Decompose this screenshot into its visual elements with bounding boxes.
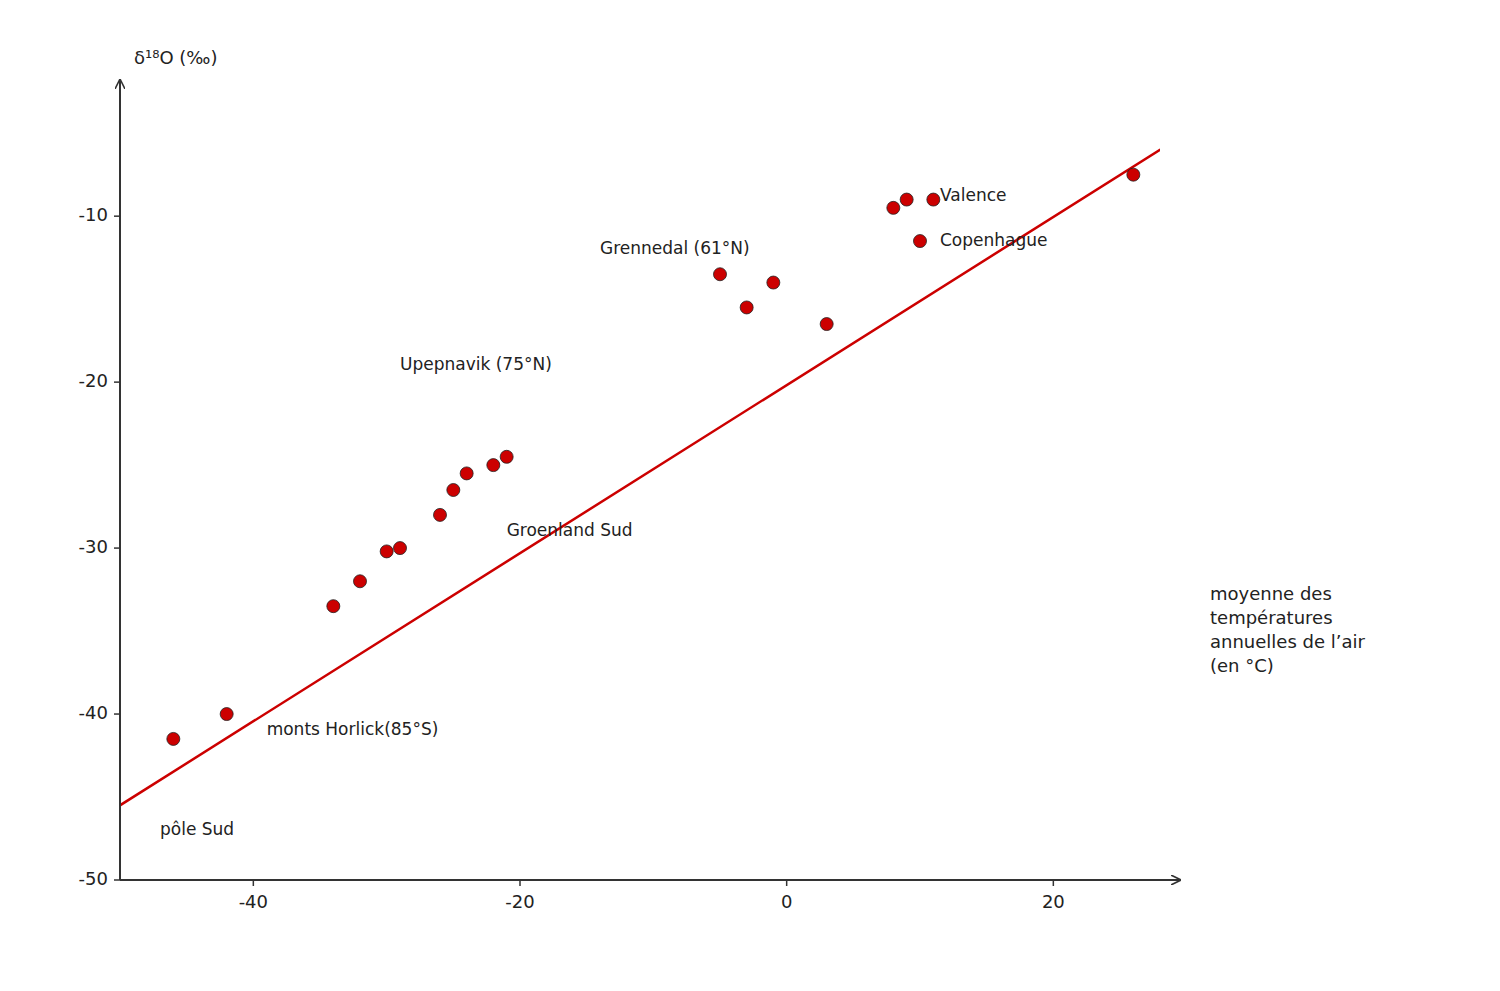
y-axis (119, 80, 121, 880)
data-point (900, 193, 913, 206)
data-point (927, 193, 940, 206)
tick-mark (114, 381, 120, 383)
tick-mark (114, 215, 120, 217)
data-point (380, 545, 393, 558)
x-axis (120, 879, 1180, 881)
data-point (820, 318, 833, 331)
tick-label: -50 (79, 868, 108, 889)
chart: -40 -20 0 20 -10 -20 -30 -40 -50 δ¹⁸O (‰) moyenne … (0, 0, 1500, 991)
tick-label: -40 (79, 702, 108, 723)
regression-line (120, 150, 1160, 806)
annotation: Copenhague (940, 230, 1048, 250)
tick-label: -20 (79, 370, 108, 391)
tick-mark (786, 880, 788, 886)
tick-label: -30 (79, 536, 108, 557)
data-point (714, 268, 727, 281)
data-point (914, 235, 927, 248)
data-point (354, 575, 367, 588)
data-point (220, 708, 233, 721)
data-point (327, 600, 340, 613)
data-point (887, 201, 900, 214)
x-axis-label: moyenne destempératuresannuelles de l’ai… (1210, 583, 1365, 676)
tick-label: 0 (781, 891, 792, 912)
annotation: Grennedal (61°N) (600, 238, 750, 258)
tick-label: 20 (1042, 891, 1065, 912)
tick-label: -10 (79, 204, 108, 225)
data-point (487, 459, 500, 472)
tick-mark (114, 879, 120, 881)
data-point (740, 301, 753, 314)
data-point (767, 276, 780, 289)
tick-mark (114, 713, 120, 715)
annotation: Valence (940, 185, 1007, 205)
tick-mark (519, 880, 521, 886)
annotation: Groenland Sud (507, 520, 633, 540)
tick-label: -40 (239, 891, 268, 912)
annotation: Upepnavik (75°N) (400, 354, 552, 374)
data-point (434, 508, 447, 521)
data-point (1127, 168, 1140, 181)
background (0, 0, 1500, 991)
data-point (167, 732, 180, 745)
data-point (500, 450, 513, 463)
tick-label: -20 (505, 891, 534, 912)
plot-area (120, 150, 1160, 806)
tick-mark (253, 880, 255, 886)
tick-mark (114, 547, 120, 549)
data-point (394, 542, 407, 555)
y-axis-label: δ¹⁸O (‰) (134, 47, 218, 68)
annotation: pôle Sud (160, 819, 234, 839)
tick-mark (1053, 880, 1055, 886)
data-point (460, 467, 473, 480)
data-point (447, 484, 460, 497)
annotation: monts Horlick(85°S) (267, 719, 439, 739)
